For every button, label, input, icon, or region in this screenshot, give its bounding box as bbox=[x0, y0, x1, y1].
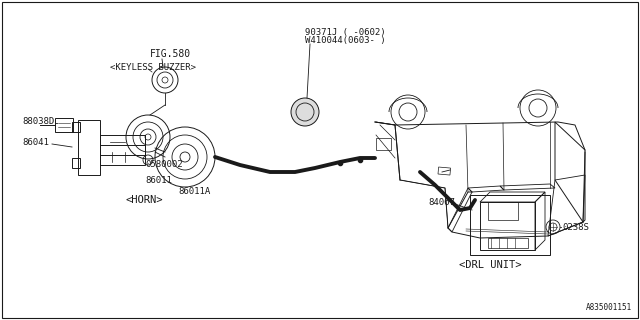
Text: 90371J ( -0602): 90371J ( -0602) bbox=[305, 28, 386, 37]
Bar bbox=[72, 122, 80, 132]
Text: <HORN>: <HORN> bbox=[125, 195, 163, 205]
Bar bbox=[488, 202, 518, 220]
Circle shape bbox=[291, 98, 319, 126]
Bar bbox=[72, 158, 80, 168]
Text: 86011A: 86011A bbox=[178, 187, 211, 196]
Text: 86011: 86011 bbox=[145, 176, 172, 185]
Bar bbox=[376, 138, 391, 150]
Text: <DRL UNIT>: <DRL UNIT> bbox=[459, 260, 521, 270]
Text: A835001151: A835001151 bbox=[586, 303, 632, 312]
Bar bbox=[78, 120, 100, 175]
Text: 86041: 86041 bbox=[22, 138, 49, 147]
Bar bbox=[480, 202, 535, 250]
Bar bbox=[470, 195, 550, 255]
Text: 0580002: 0580002 bbox=[145, 160, 182, 169]
Text: 84067: 84067 bbox=[428, 198, 455, 207]
Text: 88038D: 88038D bbox=[22, 117, 54, 126]
Text: <KEYLESS BUZZER>: <KEYLESS BUZZER> bbox=[110, 63, 196, 72]
Bar bbox=[100, 135, 145, 165]
Text: 0238S: 0238S bbox=[562, 223, 589, 232]
Bar bbox=[55, 118, 73, 132]
Bar bbox=[488, 238, 528, 248]
Text: FIG.580: FIG.580 bbox=[150, 49, 191, 59]
Text: W410044(0603- ): W410044(0603- ) bbox=[305, 36, 386, 45]
Bar bbox=[438, 167, 451, 175]
